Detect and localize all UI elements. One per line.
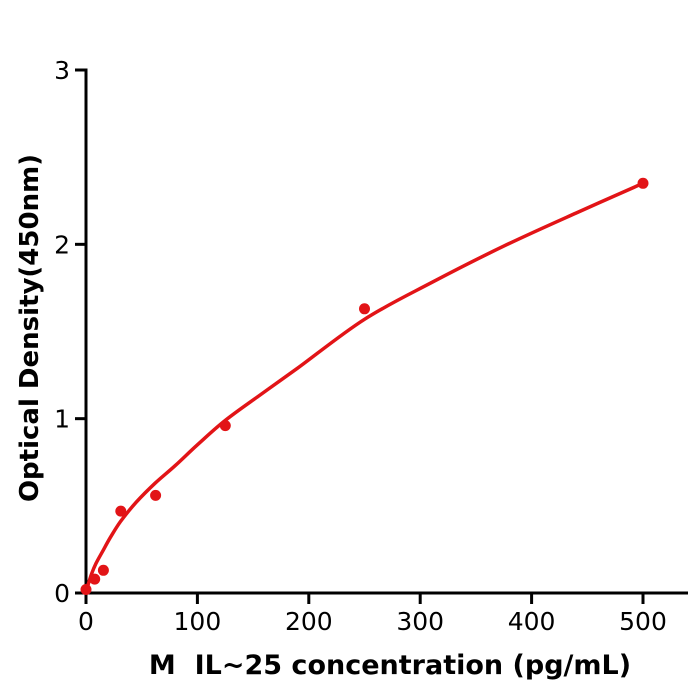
x-tick-label: 300 [396, 607, 444, 636]
fit-curve-line [84, 181, 645, 595]
x-tick-label: 200 [285, 607, 333, 636]
data-point [89, 573, 101, 585]
data-point [637, 177, 649, 189]
x-axis-label: M IL~25 concentration (pg/mL) [149, 650, 631, 681]
y-tick-label: 3 [54, 56, 70, 85]
data-point [150, 489, 162, 501]
x-tick-label: 100 [174, 607, 222, 636]
data-point [219, 420, 231, 432]
data-point [359, 303, 370, 315]
y-axis-label: Optical Density(450nm) [15, 154, 45, 502]
y-tick-label: 0 [54, 579, 70, 608]
x-tick-label: 0 [78, 607, 94, 636]
y-tick-label: 2 [54, 230, 70, 259]
data-point [115, 505, 127, 517]
axes: 0 100 200 300 400 500 0 1 2 3 [54, 56, 688, 636]
y-tick-label: 1 [54, 405, 70, 434]
x-tick-label: 400 [508, 607, 556, 636]
data-point [80, 584, 92, 595]
data-points [80, 177, 649, 595]
data-point [97, 564, 109, 576]
x-tick-label: 500 [619, 607, 667, 636]
